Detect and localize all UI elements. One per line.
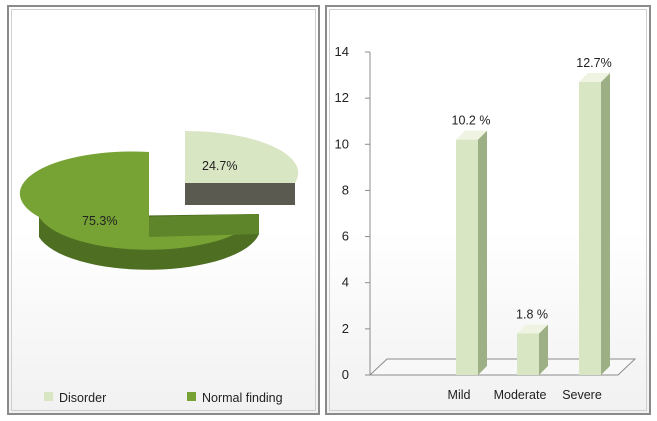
- data-label-moderate: 1.8 %: [516, 307, 548, 321]
- pie-chart-panel: 24.7% 75.3% Disorder Normal finding: [7, 5, 320, 415]
- data-label-mild: 10.2 %: [452, 114, 491, 128]
- bar-front: [579, 81, 601, 375]
- bar-severe: [579, 72, 610, 375]
- y-tick-label: 12: [335, 90, 349, 105]
- x-tick-label-moderate: Moderate: [494, 388, 547, 402]
- data-label-disorder: 24.7%: [202, 159, 237, 173]
- pie-slice-disorder: [185, 130, 299, 205]
- x-tick-label-mild: Mild: [448, 388, 471, 402]
- legend: Disorder Normal finding: [44, 391, 283, 405]
- y-tick-label: 8: [342, 182, 349, 197]
- bar-mild: [456, 130, 487, 375]
- data-label-severe: 12.7%: [576, 56, 611, 70]
- y-tick-label: 0: [342, 367, 349, 382]
- bar-front: [517, 333, 539, 375]
- bar-side: [601, 72, 610, 375]
- bar-top: [517, 324, 548, 334]
- y-tick-label: 6: [342, 229, 349, 244]
- pie-slice-normal-finding: [19, 151, 259, 270]
- legend-swatch-disorder: [44, 392, 53, 401]
- bar-front: [456, 139, 478, 375]
- pie-chart: 24.7% 75.3% Disorder Normal finding: [19, 130, 299, 405]
- bar-top: [456, 130, 487, 140]
- y-tick-label: 14: [335, 44, 349, 59]
- bar-side: [539, 324, 548, 375]
- x-tick-label-severe: Severe: [562, 388, 602, 402]
- data-label-normal-finding: 75.3%: [82, 214, 117, 228]
- y-tick-label: 4: [342, 275, 349, 290]
- legend-label-disorder: Disorder: [59, 391, 106, 405]
- bar-chart-panel: 0 2 4 6 8 10 12 14 10.2 % 1.8 % 12.7% Mild Moderat…: [325, 5, 651, 415]
- y-tick-label: 10: [335, 136, 349, 151]
- bar-chart: 0 2 4 6 8 10 12 14 10.2 % 1.8 % 12.7% Mild Moderat…: [335, 44, 637, 402]
- bar-side: [478, 130, 487, 375]
- legend-label-normal-finding: Normal finding: [202, 391, 283, 405]
- legend-swatch-normal-finding: [187, 392, 196, 401]
- bar-moderate: [517, 324, 548, 375]
- y-tick-label: 2: [342, 321, 349, 336]
- bar-top: [579, 72, 610, 82]
